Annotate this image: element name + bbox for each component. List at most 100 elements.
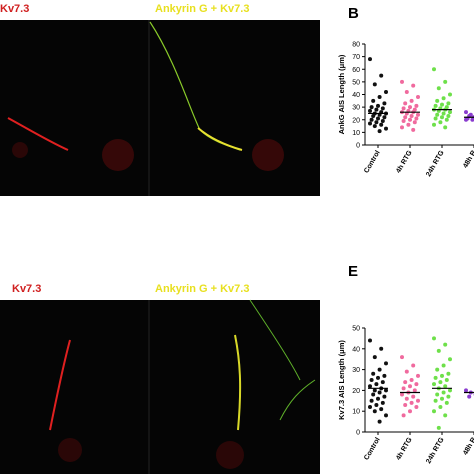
y-tick-label: 80 [352,42,360,49]
data-point [438,120,443,125]
data-point [435,98,440,103]
y-tick-label: 60 [352,67,360,74]
data-point [414,103,419,108]
x-tick-label: 48h R [462,150,474,170]
data-point [467,394,472,399]
data-point [438,405,443,410]
data-point [443,79,448,84]
x-tick-label: 48h R [462,437,474,457]
data-point [435,367,440,372]
data-point [376,396,380,401]
axon [7,117,69,151]
data-point [403,380,408,385]
data-point [409,113,414,118]
data-point [384,413,388,418]
data-point [400,392,404,397]
data-point [400,125,404,130]
data-point [411,83,416,88]
data-point [432,122,436,127]
data-point [403,115,408,120]
soma [12,142,28,158]
data-point [384,89,388,94]
data-point [444,400,449,405]
data-point [408,117,412,122]
data-point [368,384,372,389]
data-point [377,419,382,424]
data-point [379,122,384,127]
data-point [411,394,416,399]
data-point [414,116,419,121]
data-point [380,400,385,405]
data-point [432,409,436,414]
data-point [433,398,438,403]
data-point [371,371,376,376]
axon [249,299,316,421]
data-point [470,117,474,122]
data-point [376,375,380,380]
data-point [372,355,377,360]
data-point [406,122,411,127]
data-point [446,113,451,118]
soma [252,139,284,171]
data-point [435,112,440,117]
data-point [436,425,441,430]
data-point [379,407,384,412]
y-tick-label: 40 [352,92,360,99]
data-point [414,405,419,410]
data-point [432,336,436,341]
data-point [368,338,372,343]
data-point [408,409,412,414]
data-point [369,117,374,122]
data-point [382,115,387,120]
data-point [368,121,372,126]
data-point [435,392,440,397]
axon [197,127,243,151]
data-point [433,375,438,380]
data-point [372,388,377,393]
panel-title: Kv7.3 [0,3,29,15]
data-point [433,116,438,121]
data-point [384,126,388,131]
y-tick-label: 30 [352,367,360,374]
data-point [436,348,441,353]
x-tick-label: 24h RTG [425,436,446,465]
data-point [444,378,449,382]
data-point [376,103,380,108]
y-tick-label: 0 [356,430,360,437]
data-point [377,390,382,395]
data-point [416,373,420,378]
data-point [409,400,414,405]
data-point [374,107,379,112]
data-point [374,402,379,407]
data-point [436,86,441,91]
x-tick-label: 4h RTG [395,436,414,462]
data-point [369,378,374,382]
data-point [416,95,420,100]
data-point [368,405,372,410]
data-point [448,357,452,362]
data-point [372,82,377,87]
data-point [443,384,448,389]
y-tick-label: 20 [352,117,360,124]
data-point [412,388,417,393]
data-point [448,388,452,393]
data-point [372,409,377,414]
data-point [371,98,376,103]
data-point [448,110,452,115]
data-point [464,388,468,393]
data-point [401,119,406,124]
data-point [382,101,387,106]
data-point [382,373,387,378]
data-point [416,398,420,403]
data-point [401,413,406,418]
data-point [433,103,438,108]
panel-title: Ankyrin G + Kv7.3 [155,3,249,15]
data-point [412,120,417,125]
x-tick-label: Control [363,149,382,174]
data-point [374,382,379,387]
data-point [409,98,414,103]
data-point [400,355,404,360]
x-tick-label: Control [363,436,382,461]
data-point [368,57,372,62]
